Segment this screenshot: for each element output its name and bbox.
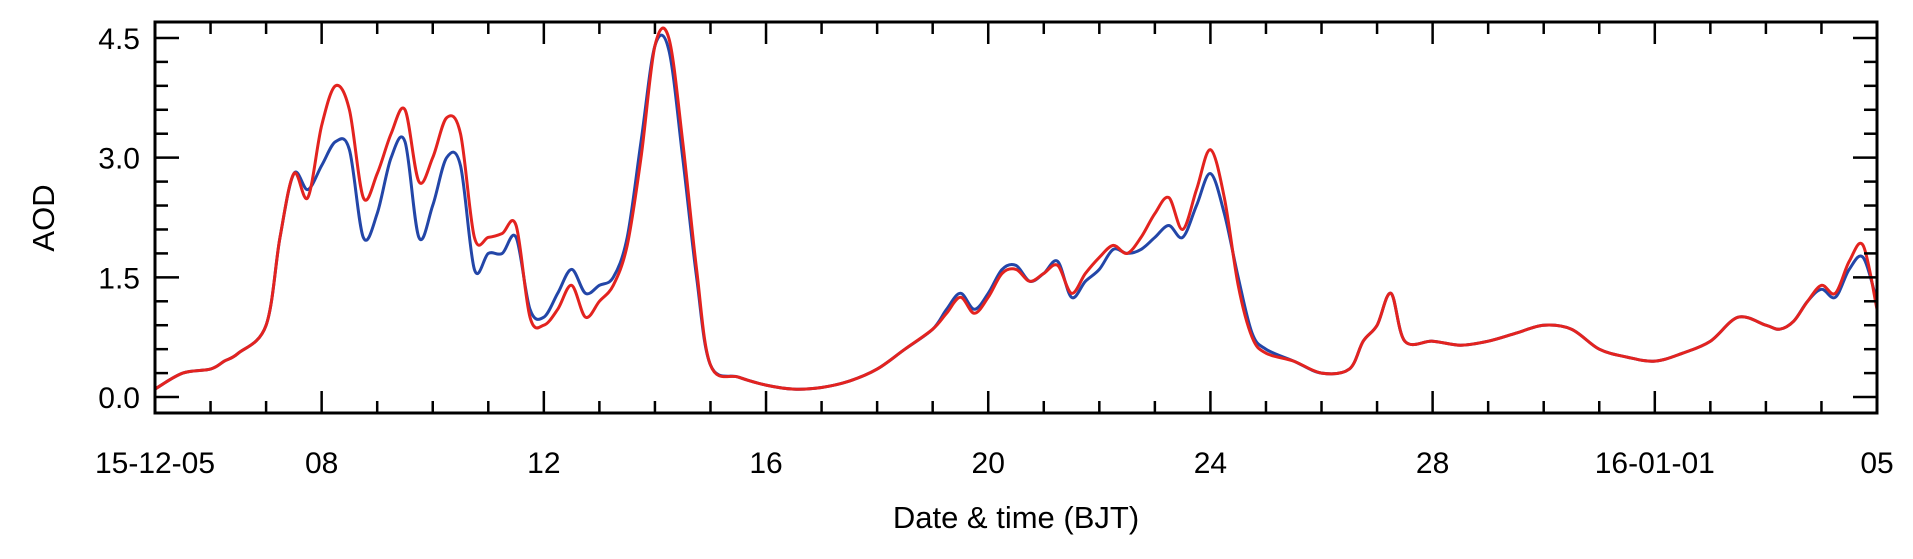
y-tick-label: 0.0 — [98, 382, 140, 415]
x-tick-label: 05 — [1860, 447, 1893, 480]
y-tick-label: 4.5 — [98, 23, 140, 56]
series-line-2 — [154, 26, 1879, 391]
series-lines — [154, 26, 1879, 391]
y-axis-title: AOD — [26, 184, 61, 251]
y-axis-tick-labels: 0.0 1.5 3.0 4.5 — [98, 23, 140, 415]
x-tick-label: 20 — [972, 447, 1005, 480]
series-line-1 — [154, 33, 1879, 391]
y-tick-label: 3.0 — [98, 143, 140, 176]
x-tick-label: 12 — [527, 447, 560, 480]
x-tick-label: 28 — [1416, 447, 1449, 480]
x-tick-label: 08 — [305, 447, 338, 480]
x-axis-title: Date & time (BJT) — [893, 500, 1139, 535]
x-tick-label: 15-12-05 — [95, 447, 215, 480]
plot-frame — [153, 20, 1879, 415]
x-tick-label: 16-01-01 — [1595, 447, 1715, 480]
x-tick-label: 24 — [1194, 447, 1227, 480]
y-axis-ticks — [155, 36, 1877, 399]
y-tick-label: 1.5 — [98, 262, 140, 295]
x-axis-ticks — [153, 22, 1879, 413]
x-axis-tick-labels: 15-12-05 08 12 16 20 24 28 16-01-01 05 — [95, 447, 1894, 480]
x-tick-label: 16 — [749, 447, 782, 480]
